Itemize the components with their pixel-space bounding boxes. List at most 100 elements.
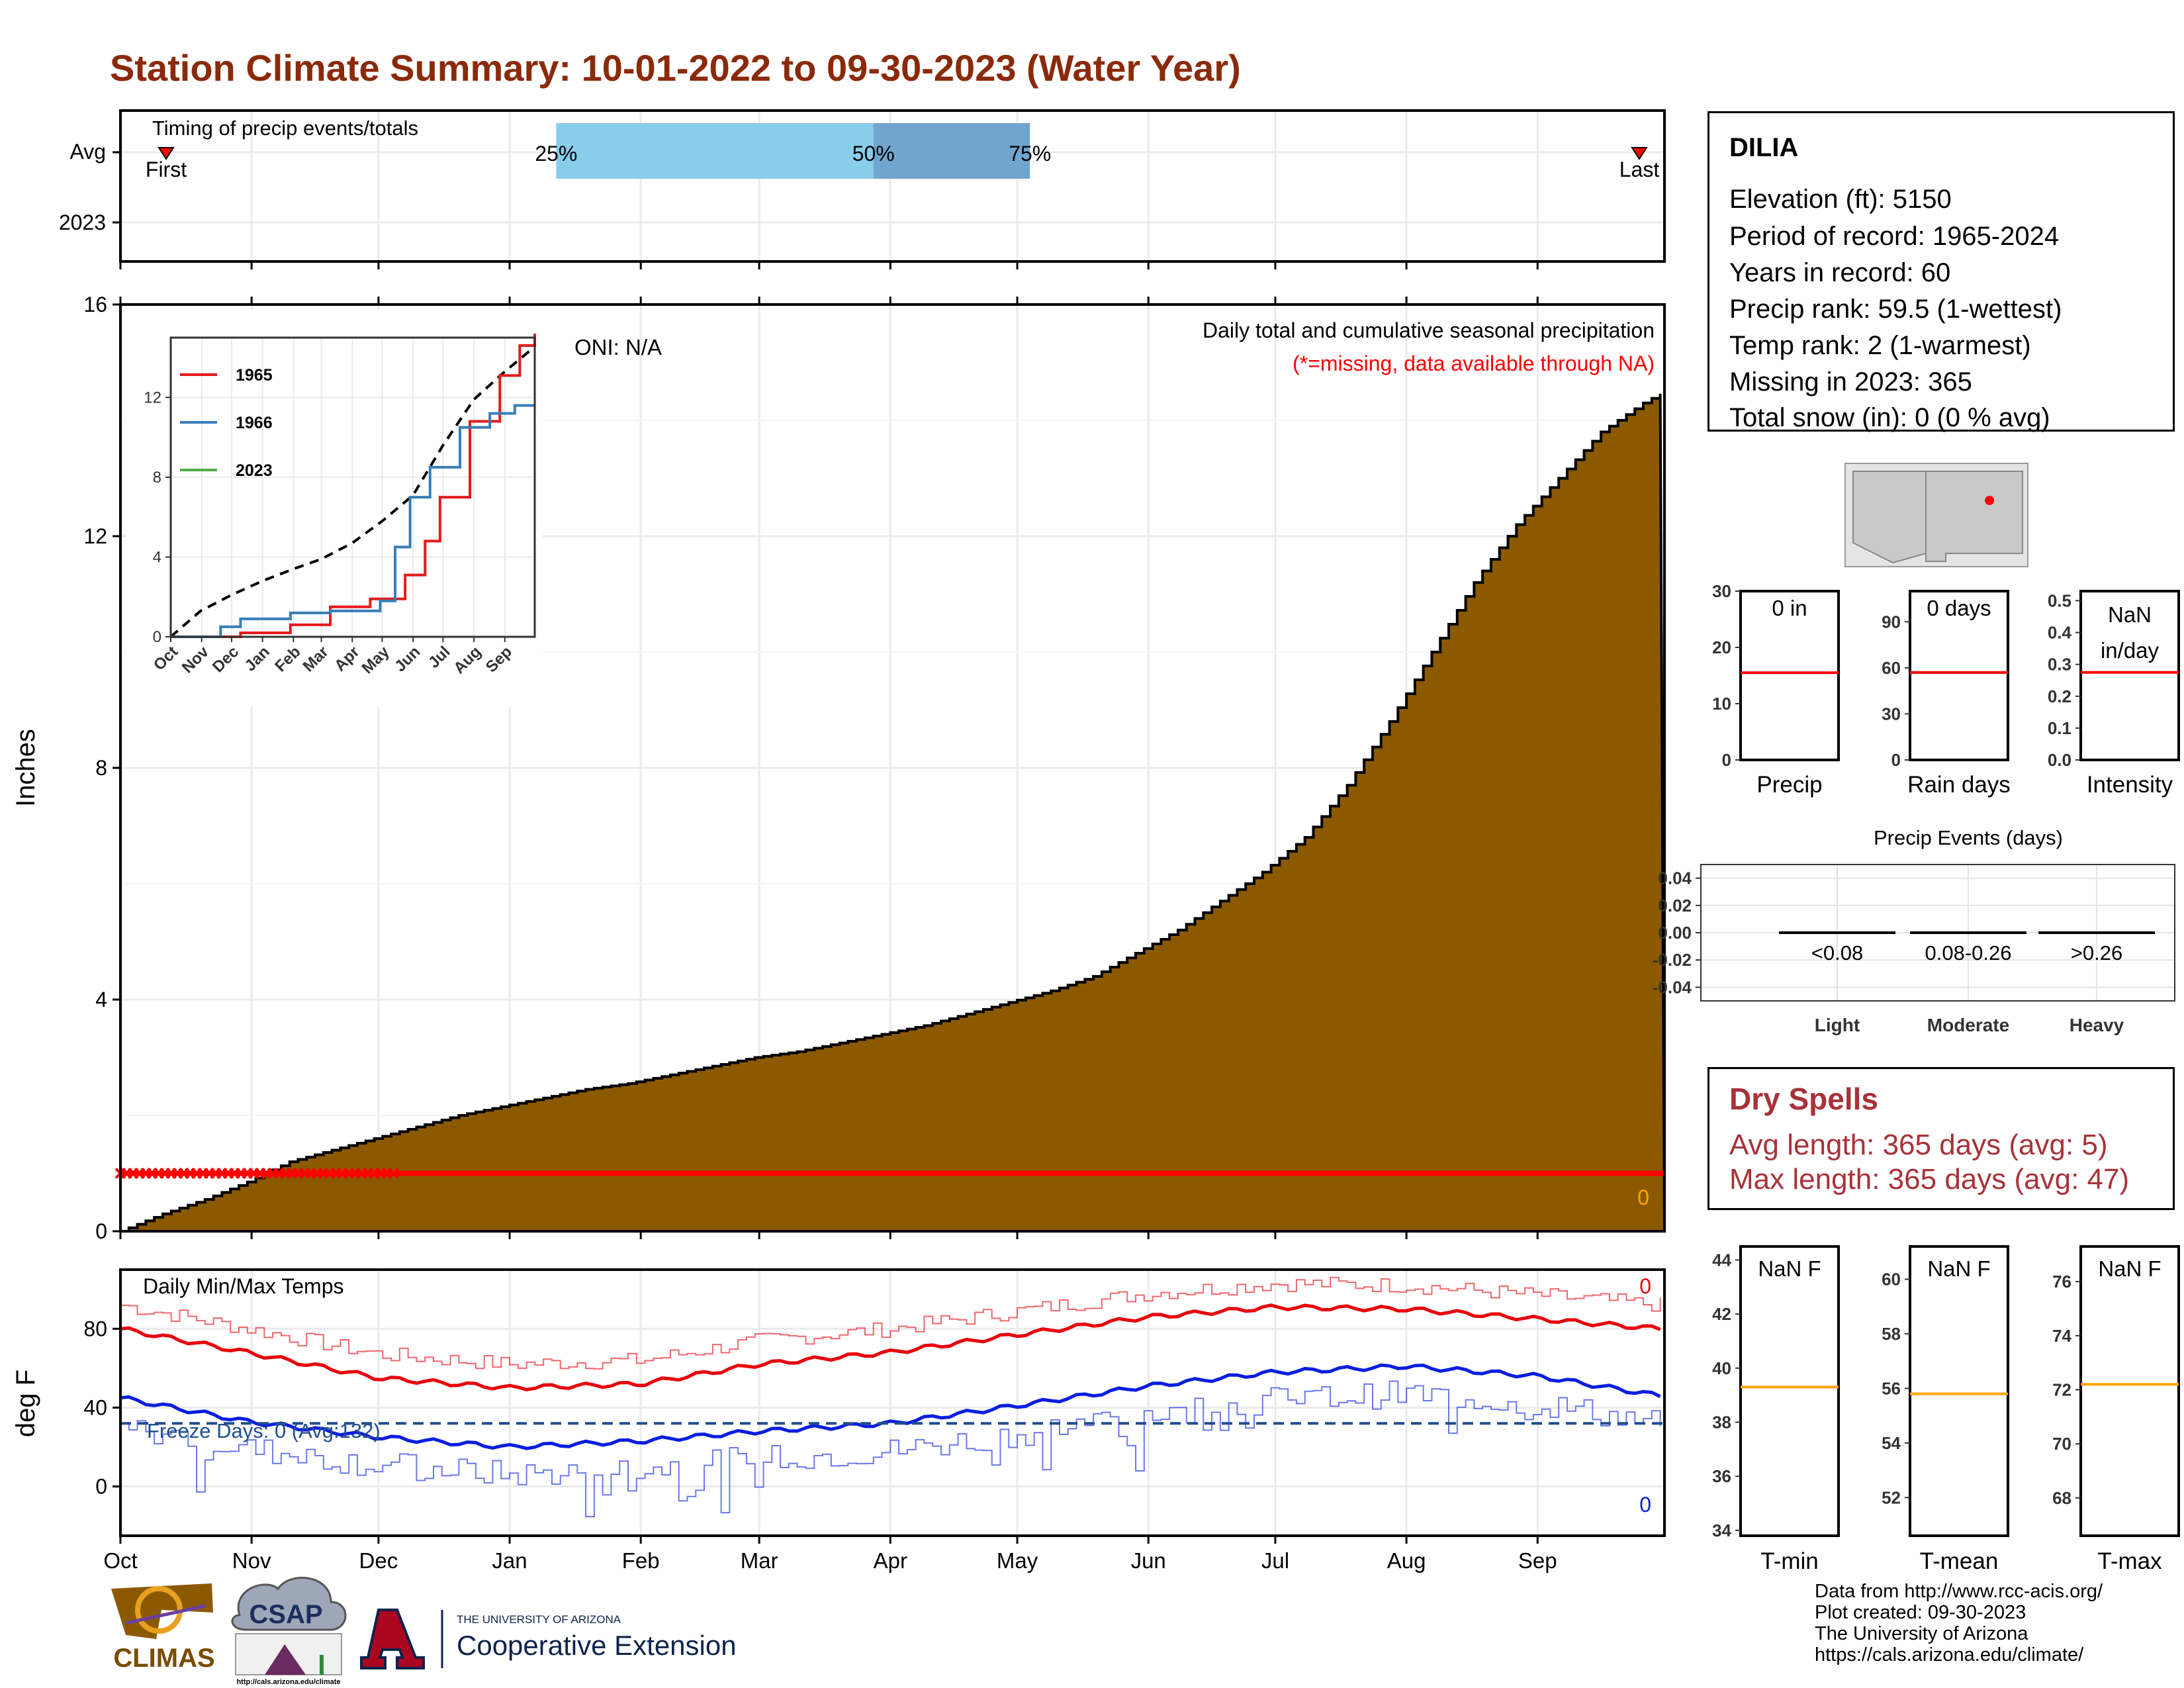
precip-events-category: Heavy [2070, 1015, 2124, 1035]
month-label: Aug [1387, 1548, 1426, 1573]
mini-bar-frame [2079, 590, 2180, 761]
daily-max-trace [120, 1276, 1661, 1370]
temp-bar-value: NaN F [1927, 1256, 1990, 1281]
month-label: May [997, 1548, 1038, 1573]
cumulative-precip-area [120, 393, 1666, 1233]
dry-spells-max: Max length: 365 days (avg: 47) [1729, 1163, 2130, 1196]
temp-bar-tick-label: 72 [2052, 1380, 2071, 1399]
precip-note: Daily total and cumulative seasonal prec… [1203, 318, 1655, 342]
temp-bar-tick-label: 34 [1712, 1521, 1731, 1540]
tmin-count: 0 [1639, 1493, 1651, 1517]
temp-bar-tick-label: 68 [2052, 1488, 2071, 1508]
month-label: Jan [492, 1548, 527, 1573]
temp-bar-tick-label: 42 [1712, 1304, 1731, 1324]
page-title: Station Climate Summary: 10-01-2022 to 0… [110, 47, 1241, 89]
timing-box-low [556, 123, 874, 179]
intensity-unit-text: in/day [2101, 638, 2160, 663]
csap-logo-text: CSAP [249, 1600, 322, 1629]
inset-series-1965 [171, 333, 536, 638]
station-elevation: Elevation (ft): 5150 [1729, 185, 1952, 214]
temp-bar-label: T-mean [1920, 1548, 1999, 1574]
mini-bar-frame [1909, 590, 2009, 761]
temp-bar-tick-label: 56 [1882, 1378, 1901, 1398]
precip-missing-note: (*=missing, data available through NA) [1293, 352, 1655, 375]
station-snow: Total snow (in): 0 (0 % avg) [1729, 403, 2050, 432]
inset-legend-label: 1965 [236, 366, 273, 385]
temp-bar-tick-label: 76 [2052, 1272, 2071, 1291]
temp-bar-tick-label: 36 [1712, 1466, 1731, 1486]
station-info-box: DILIA Elevation (ft): 5150 Period of rec… [1707, 111, 2175, 432]
precip-y-tick-label: 8 [95, 756, 107, 780]
intensity-value-text: NaN [2108, 602, 2152, 627]
daily-min-trace [120, 1380, 1661, 1518]
mini-bar-tick-label: 0 [1722, 750, 1731, 770]
timing-row-avg: Avg [69, 140, 106, 164]
temp-bar-frame [1739, 1245, 1840, 1537]
mini-bar-tick-label: 90 [1882, 612, 1901, 632]
mini-bar-tick-label: 0.2 [2048, 686, 2071, 706]
temp-panel-frame [119, 1268, 1666, 1537]
dry-spells-title: Dry Spells [1729, 1082, 1878, 1116]
temp-bar-tick-label: 70 [2052, 1434, 2071, 1454]
month-label: Mar [741, 1548, 778, 1573]
mini-bar-label: Precip [1756, 772, 1822, 798]
climas-logo-shape [111, 1583, 213, 1639]
mini-bar-tick-label: 0.5 [2048, 590, 2071, 610]
freeze-days-label: Freeze Days: 0 (Avg:132) [147, 1419, 381, 1442]
temp-bar-tick-label: 40 [1712, 1358, 1731, 1378]
mini-bar-label: Intensity [2087, 772, 2173, 798]
precip-total-text: 0 in [1772, 596, 1807, 620]
precip-events-tick-label: 0.00 [1658, 923, 1692, 943]
precip-events-tick-label: -0.04 [1653, 977, 1692, 997]
temp-y-tick-label: 40 [83, 1395, 107, 1419]
inset-legend-label: 1966 [236, 414, 273, 432]
timing-row-year: 2023 [59, 211, 106, 234]
temp-bar-value: NaN F [2098, 1256, 2161, 1281]
temp-y-tick-label: 80 [83, 1317, 107, 1340]
inset-background [126, 310, 543, 707]
mini-bar-tick-label: 0.3 [2048, 655, 2071, 675]
temp-bar-tick-label: 60 [1882, 1269, 1901, 1289]
month-label: Nov [232, 1548, 271, 1573]
map-new-mexico [1925, 471, 2023, 562]
mini-bar-tick-label: 0.1 [2048, 718, 2071, 738]
temp-bar-tick-label: 38 [1712, 1412, 1731, 1432]
mini-bar-tick-label: 20 [1712, 637, 1731, 657]
precip-y-tick-label: 0 [95, 1219, 107, 1243]
temp-bar-value: NaN F [1758, 1256, 1821, 1281]
temp-bar-frame [2079, 1245, 2180, 1537]
station-location-dot [1985, 496, 1994, 505]
csap-cloud-icon [231, 1576, 347, 1631]
precip-events-range: >0.26 [2071, 941, 2122, 964]
mini-bar-tick-label: 30 [1882, 704, 1901, 724]
precip-y-axis-label: Inches [11, 729, 40, 807]
map-arizona [1852, 471, 1927, 564]
inset-y-tick-label: 8 [153, 469, 161, 487]
mini-bar-tick-label: 0.4 [2048, 623, 2072, 643]
mini-bar-frame [1739, 590, 1840, 761]
oni-label: ONI: N/A [574, 335, 662, 359]
temp-bar-tick-label: 54 [1882, 1433, 1901, 1453]
temp-bar-tick-label: 74 [2052, 1326, 2071, 1346]
temp-y-tick-label: 0 [95, 1475, 107, 1499]
ua-logo-bottom-text: Cooperative Extension [457, 1630, 737, 1661]
inset-legend-label: 2023 [236, 461, 273, 480]
marker-75: 75% [1009, 142, 1051, 165]
marker-50: 50% [852, 142, 895, 165]
temp-bar-tick-label: 52 [1882, 1487, 1901, 1507]
dry-spells-box: Dry Spells Avg length: 365 days (avg: 5)… [1707, 1067, 2175, 1210]
temp-bar-label: T-max [2097, 1548, 2162, 1574]
temp-y-axis-label: deg F [11, 1370, 40, 1437]
last-marker [1631, 147, 1648, 160]
month-label: Dec [359, 1548, 398, 1573]
avg-min-line [120, 1363, 1661, 1450]
last-label: Last [1619, 158, 1660, 181]
mini-bar-tick-label: 60 [1882, 658, 1901, 678]
mini-bar-label: Rain days [1907, 772, 2011, 798]
dry-spells-avg: Avg length: 365 days (avg: 5) [1729, 1129, 2108, 1161]
station-years: Years in record: 60 [1729, 258, 1951, 287]
ua-logo-icon [360, 1609, 425, 1669]
station-missing: Missing in 2023: 365 [1729, 367, 1972, 397]
mini-bar-tick-label: 30 [1712, 581, 1731, 601]
credits: Data from http://www.rcc-acis.org/ Plot … [1815, 1581, 2103, 1665]
